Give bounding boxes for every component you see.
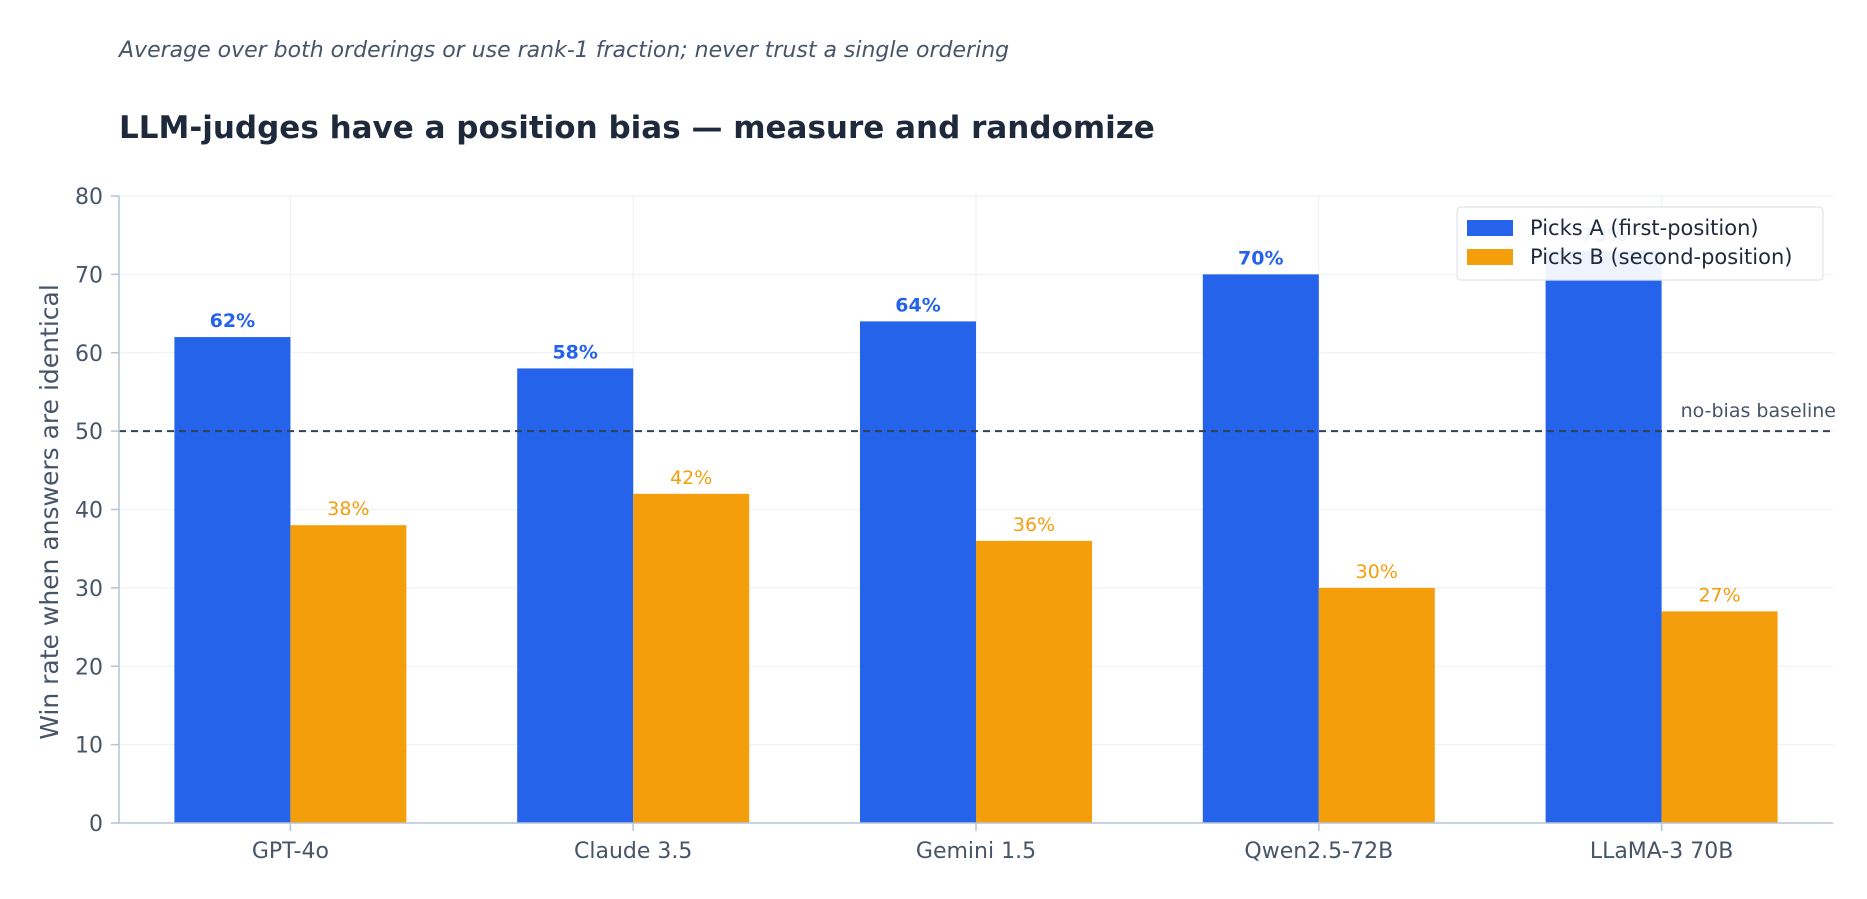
legend-label: Picks A (first-position) xyxy=(1530,216,1759,240)
bar-value-label: 27% xyxy=(1698,584,1740,606)
y-axis-label: Win rate when answers are identical xyxy=(35,284,64,740)
bar-picks-a xyxy=(1202,274,1319,823)
legend-box xyxy=(1456,206,1824,281)
baseline-reference-label: no-bias baseline xyxy=(1681,400,1836,422)
y-tick-label: 70 xyxy=(75,263,103,288)
bar-value-label: 38% xyxy=(327,498,369,520)
bar-picks-b xyxy=(1661,611,1778,823)
legend-label: Picks B (second-position) xyxy=(1530,245,1792,269)
legend-swatch xyxy=(1467,220,1513,236)
bar-picks-b xyxy=(290,525,407,823)
bar-value-label: 64% xyxy=(895,294,940,316)
y-tick-label: 20 xyxy=(75,655,103,680)
bar-picks-a xyxy=(174,337,291,823)
chart-subtitle: Average over both orderings or use rank-… xyxy=(117,38,1009,63)
bar-value-label: 58% xyxy=(552,341,597,363)
bars: 62%58%64%70%73%38%42%36%30%27% xyxy=(174,224,1778,824)
reference-line-group: no-bias baseline xyxy=(119,400,1836,433)
bar-picks-a xyxy=(1545,250,1662,824)
bar-picks-a xyxy=(860,321,976,823)
legend: Picks A (first-position) Picks B (second-… xyxy=(1456,206,1824,281)
chart-title: LLM-judges have a position bias — measur… xyxy=(119,110,1155,146)
y-tick-label: 0 xyxy=(89,812,103,837)
bar-picks-b xyxy=(1318,587,1435,823)
x-tick-label: Claude 3.5 xyxy=(574,839,692,864)
y-tick-label: 40 xyxy=(75,499,103,524)
bar-value-label: 30% xyxy=(1356,561,1398,583)
y-tick-label: 60 xyxy=(75,342,103,367)
bar-value-label: 70% xyxy=(1238,247,1283,269)
x-tick-label: Gemini 1.5 xyxy=(916,839,1036,864)
bar-value-label: 42% xyxy=(670,467,712,489)
bar-picks-b xyxy=(633,493,750,823)
y-tick-label: 30 xyxy=(75,577,103,602)
axes: 0 10 20 30 40 50 60 70 80 GPT-4o Claude 3.5 Gemini … xyxy=(75,185,1833,864)
y-tick-label: 80 xyxy=(75,185,103,210)
bar-value-label: 62% xyxy=(210,310,255,332)
x-tick-label: GPT-4o xyxy=(252,839,329,864)
x-tick-label: LLaMA-3 70B xyxy=(1590,839,1734,864)
legend-swatch xyxy=(1467,249,1513,265)
bar-picks-b xyxy=(976,540,1092,823)
bar-picks-a xyxy=(517,368,634,823)
x-tick-label: Qwen2.5-72B xyxy=(1244,839,1393,864)
y-tick-label: 50 xyxy=(75,420,103,445)
y-tick-label: 10 xyxy=(75,734,103,759)
bar-value-label: 36% xyxy=(1013,514,1055,536)
